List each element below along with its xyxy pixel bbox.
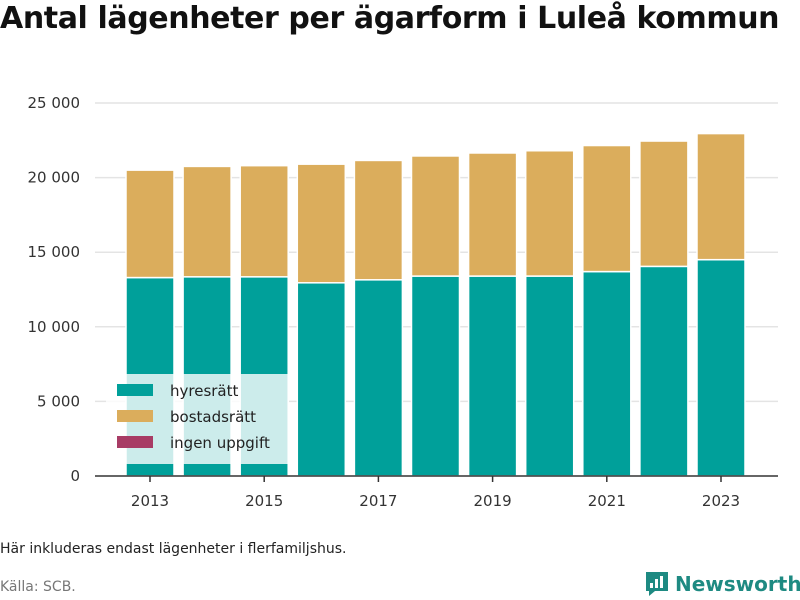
brand-logo[interactable]: Newsworthy — [645, 571, 800, 597]
stacked-bar-chart: 0 5 000 10 000 15 000 20 000 25 000 2013 2015 20… — [28, 94, 778, 510]
x-tick-label: 2023 — [702, 492, 740, 510]
x-tick-label: 2015 — [245, 492, 283, 510]
bar-segment — [125, 169, 175, 279]
axes: 0 5 000 10 000 15 000 20 000 25 000 2013 2015 20… — [28, 94, 778, 510]
y-tick-label: 0 — [70, 467, 80, 485]
brand-name: Newsworthy — [675, 572, 800, 596]
bar-segment — [696, 258, 746, 477]
legend-label: hyresrätt — [170, 382, 239, 400]
bar-segment — [524, 149, 575, 277]
legend-swatch — [117, 436, 153, 448]
newsworthy-chart-logo-icon — [646, 572, 668, 596]
x-tick-label: 2021 — [588, 492, 626, 510]
legend-label: ingen uppgift — [170, 434, 270, 452]
y-tick-label: 5 000 — [37, 392, 80, 410]
footnote: Här inkluderas endast lägenheter i flerf… — [0, 541, 347, 557]
bars — [125, 132, 746, 477]
bar-segment — [582, 144, 632, 273]
x-tick-label: 2013 — [131, 492, 169, 510]
bar-segment — [696, 132, 746, 261]
bar-segment — [353, 159, 404, 281]
bar-segment — [410, 275, 461, 477]
y-tick-label: 25 000 — [28, 94, 81, 112]
bar-segment — [182, 165, 232, 278]
bar-segment — [639, 265, 689, 477]
bar-segment — [524, 275, 575, 477]
y-tick-label: 10 000 — [28, 318, 81, 336]
legend-label: bostadsrätt — [170, 408, 256, 426]
bar-segment — [467, 275, 518, 477]
y-tick-label: 15 000 — [28, 243, 81, 261]
legend-swatch — [117, 384, 153, 396]
legend-swatch — [117, 410, 153, 422]
bar-segment — [639, 140, 689, 268]
bar-segment — [296, 163, 347, 284]
bar-segment — [296, 282, 347, 477]
bar-segment — [467, 152, 518, 277]
bar-segment — [410, 155, 461, 277]
bar-segment — [582, 270, 632, 477]
x-tick-label: 2019 — [474, 492, 512, 510]
bar-segment — [239, 164, 289, 278]
chart-title: Antal lägenheter per ägarform i Luleå ko… — [0, 1, 780, 36]
legend: hyresrätt bostadsrätt ingen uppgift — [106, 374, 289, 464]
y-tick-label: 20 000 — [28, 169, 81, 187]
x-tick-label: 2017 — [359, 492, 397, 510]
source-text: Källa: SCB. — [0, 579, 76, 595]
bar-segment — [353, 279, 404, 477]
